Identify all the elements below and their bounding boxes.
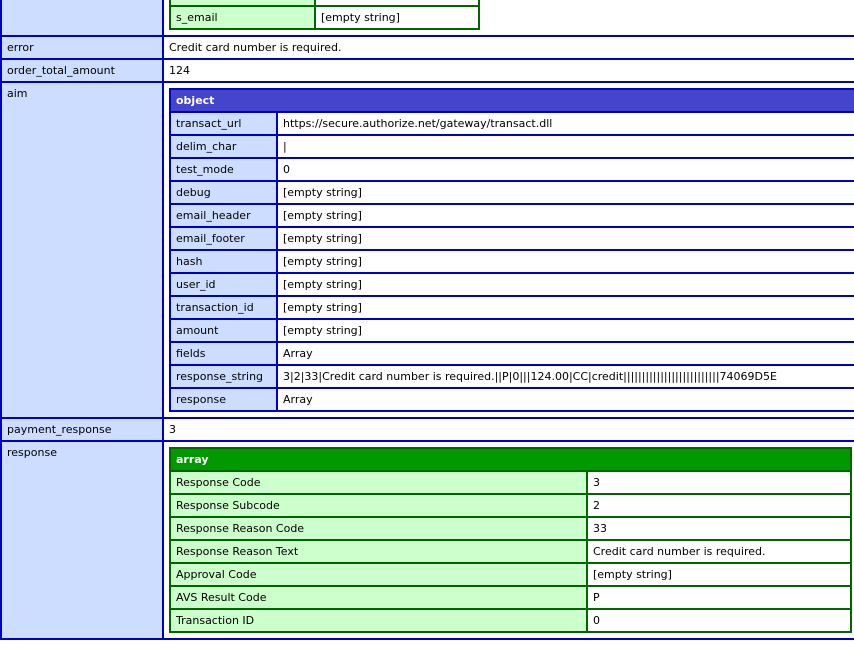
table-row: transact_url https://secure.authorize.ne… (169, 111, 854, 136)
field-label: transaction_id (169, 295, 278, 320)
field-value: 33 (586, 516, 852, 541)
table-row: error Credit card number is required. (0, 35, 854, 60)
object-header: object (169, 88, 854, 113)
field-label: payment_response (0, 417, 164, 442)
field-label (0, 0, 164, 37)
field-value: | (276, 134, 854, 159)
field-label: Response Code (169, 470, 588, 495)
field-label: AVS Result Code (169, 585, 588, 610)
field-value: object transact_url https://secure.autho… (162, 81, 854, 419)
table-row-partial (169, 0, 480, 7)
field-label: response (0, 440, 164, 640)
field-value: 3 (586, 470, 852, 495)
field-value: 124 (162, 58, 854, 83)
field-label: Response Subcode (169, 493, 588, 518)
field-value: Array (276, 341, 854, 366)
field-value: 0 (586, 608, 852, 633)
table-row: hash [empty string] (169, 249, 854, 274)
field-label: email_footer (169, 226, 278, 251)
table-row: email_header [empty string] (169, 203, 854, 228)
field-label: Response Reason Text (169, 539, 588, 564)
field-label: s_email (169, 5, 316, 30)
table-row: email_footer [empty string] (169, 226, 854, 251)
field-value: [empty string] (586, 562, 852, 587)
field-label (169, 0, 316, 7)
field-label: email_header (169, 203, 278, 228)
field-label: response_string (169, 364, 278, 389)
field-value: [empty string] (276, 272, 854, 297)
field-value: Credit card number is required. (162, 35, 854, 60)
field-value: P (586, 585, 852, 610)
table-row: order_total_amount 124 (0, 58, 854, 83)
field-label: Approval Code (169, 562, 588, 587)
table-row: response Array (169, 387, 854, 412)
field-label: amount (169, 318, 278, 343)
field-value: s_email [empty string] (162, 0, 854, 37)
table-row: response_string 3|2|33|Credit card numbe… (169, 364, 854, 389)
field-value: [empty string] (276, 295, 854, 320)
table-row: response array Response Code 3 (0, 440, 854, 640)
table-row: delim_char | (169, 134, 854, 159)
field-label: Transaction ID (169, 608, 588, 633)
table-row: payment_response 3 (0, 417, 854, 442)
table-row: s_email [empty string] (169, 5, 480, 30)
field-label: transact_url (169, 111, 278, 136)
field-value: 3|2|33|Credit card number is required.||… (276, 364, 854, 389)
field-value: [empty string] (276, 180, 854, 205)
field-label: Response Reason Code (169, 516, 588, 541)
field-label: debug (169, 180, 278, 205)
field-label: fields (169, 341, 278, 366)
table-row: Response Subcode 2 (169, 493, 852, 518)
field-value: 3 (162, 417, 854, 442)
field-label: user_id (169, 272, 278, 297)
table-row: AVS Result Code P (169, 585, 852, 610)
field-label: aim (0, 81, 164, 419)
nested-green-table: s_email [empty string] (169, 0, 480, 30)
field-value: Array (276, 387, 854, 412)
table-row: s_email [empty string] (0, 0, 854, 37)
array-table: array Response Code 3 Response Subcode 2 (169, 447, 852, 633)
field-label: error (0, 35, 164, 60)
table-row: aim object transact_url https://secure.a… (0, 81, 854, 419)
table-row: fields Array (169, 341, 854, 366)
field-label: test_mode (169, 157, 278, 182)
field-value: 0 (276, 157, 854, 182)
table-row: test_mode 0 (169, 157, 854, 182)
table-row: Response Code 3 (169, 470, 852, 495)
field-value: Credit card number is required. (586, 539, 852, 564)
table-row: debug [empty string] (169, 180, 854, 205)
table-row: Response Reason Text Credit card number … (169, 539, 852, 564)
table-row: Approval Code [empty string] (169, 562, 852, 587)
field-value: [empty string] (276, 226, 854, 251)
field-value (314, 0, 480, 7)
field-value: [empty string] (276, 318, 854, 343)
table-row: Transaction ID 0 (169, 608, 852, 633)
field-value: 2 (586, 493, 852, 518)
field-label: delim_char (169, 134, 278, 159)
object-table: object transact_url https://secure.autho… (169, 88, 854, 412)
field-label: hash (169, 249, 278, 274)
table-header-row: object (169, 88, 854, 113)
table-header-row: array (169, 447, 852, 472)
table-row: user_id [empty string] (169, 272, 854, 297)
table-row: transaction_id [empty string] (169, 295, 854, 320)
table-row: Response Reason Code 33 (169, 516, 852, 541)
array-header: array (169, 447, 852, 472)
table-row: amount [empty string] (169, 318, 854, 343)
field-value: array Response Code 3 Response Subcode 2 (162, 440, 854, 640)
field-value: [empty string] (276, 249, 854, 274)
field-value: https://secure.authorize.net/gateway/tra… (276, 111, 854, 136)
field-value: [empty string] (314, 5, 480, 30)
field-label: response (169, 387, 278, 412)
field-value: [empty string] (276, 203, 854, 228)
field-label: order_total_amount (0, 58, 164, 83)
